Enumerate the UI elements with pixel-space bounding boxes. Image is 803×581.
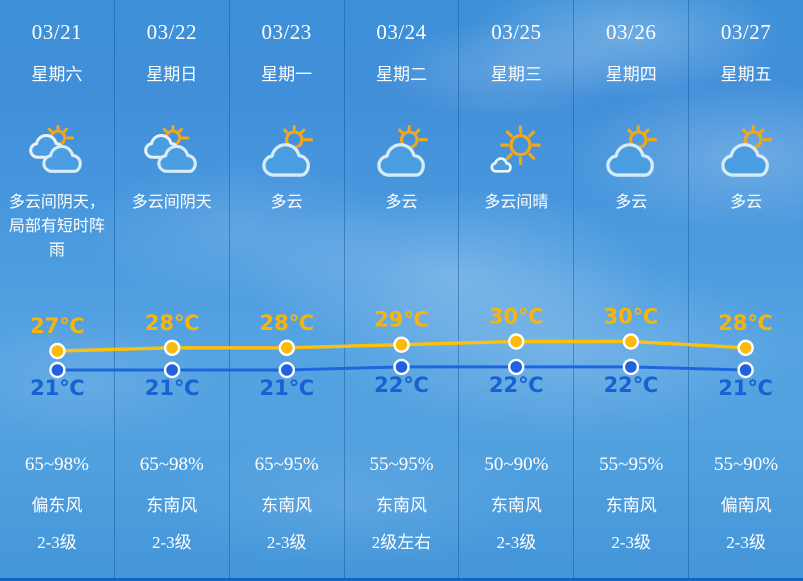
forecast-day-column-2[interactable]: 03/23 星期一 多云 65~95% 东南风 2-3级 xyxy=(230,0,345,581)
humidity-range: 65~98% xyxy=(139,454,204,475)
wind-direction: 偏东风 xyxy=(31,496,83,515)
sun-behind-cloud-icon xyxy=(345,122,459,180)
forecast-day-column-0[interactable]: 03/21 星期六 多云间阴天，局部有短时阵雨 65~98% 偏东风 2-3级 xyxy=(0,0,115,581)
sun-with-small-cloud-icon xyxy=(459,122,573,180)
wind-direction: 东南风 xyxy=(376,496,427,515)
wind-direction: 东南风 xyxy=(261,496,313,515)
date-label: 03/22 xyxy=(146,20,197,44)
wind-direction: 东南风 xyxy=(146,496,198,515)
wind-level: 2-3级 xyxy=(726,533,766,552)
wind-level: 2-3级 xyxy=(151,533,192,552)
weekday-label: 星期五 xyxy=(720,65,772,84)
wind-level: 2级左右 xyxy=(371,533,432,552)
weekday-label: 星期四 xyxy=(605,65,657,84)
humidity-range: 55~95% xyxy=(599,454,664,475)
sun-behind-cloud-icon xyxy=(574,122,688,180)
humidity-range: 55~95% xyxy=(369,454,434,475)
condition-text: 多云 xyxy=(730,194,763,211)
condition-text: 多云间晴 xyxy=(484,194,549,211)
condition-text: 多云 xyxy=(615,194,648,211)
date-label: 03/25 xyxy=(491,20,542,44)
weekday-label: 星期三 xyxy=(490,65,542,84)
date-label: 03/23 xyxy=(261,20,312,44)
forecast-day-column-5[interactable]: 03/26 星期四 多云 55~95% 东南风 2-3级 xyxy=(574,0,690,581)
sun-behind-two-clouds-icon xyxy=(0,122,114,180)
weekday-label: 星期一 xyxy=(261,65,313,84)
wind-level: 2-3级 xyxy=(611,533,652,552)
weekday-label: 星期二 xyxy=(376,65,427,84)
humidity-range: 65~98% xyxy=(24,454,89,475)
condition-text: 多云 xyxy=(385,194,418,211)
wind-direction: 东南风 xyxy=(490,496,542,515)
wind-level: 2-3级 xyxy=(496,533,537,552)
condition-text: 多云间阴天 xyxy=(131,194,212,211)
sun-behind-two-clouds-icon xyxy=(115,122,229,180)
condition-text: 多云 xyxy=(270,194,303,211)
weekday-label: 星期日 xyxy=(146,65,198,84)
wind-direction: 偏南风 xyxy=(720,496,772,515)
forecast-day-column-4[interactable]: 03/25 星期三 多云间晴 50~90% 东南风 2-3级 xyxy=(459,0,575,581)
humidity-range: 65~95% xyxy=(254,454,319,475)
bottom-accent-bar xyxy=(0,578,803,581)
date-label: 03/27 xyxy=(720,20,772,44)
humidity-range: 55~90% xyxy=(714,454,779,475)
humidity-range: 50~90% xyxy=(484,454,549,475)
condition-text: 多云间阴天，局部有短时阵雨 xyxy=(8,194,105,259)
sun-behind-cloud-icon xyxy=(230,122,344,180)
forecast-day-column-3[interactable]: 03/24 星期二 多云 55~95% 东南风 2级左右 xyxy=(345,0,460,581)
wind-level: 2-3级 xyxy=(266,533,307,552)
forecast-day-column-1[interactable]: 03/22 星期日 多云间阴天 65~98% 东南风 2-3级 xyxy=(115,0,230,581)
forecast-day-column-6[interactable]: 03/27 星期五 多云 55~90% 偏南风 2-3级 xyxy=(689,0,803,581)
date-label: 03/21 xyxy=(31,20,83,44)
date-label: 03/26 xyxy=(606,20,657,44)
wind-level: 2-3级 xyxy=(37,533,77,552)
sun-behind-cloud-icon xyxy=(689,122,803,180)
weekday-label: 星期六 xyxy=(31,65,83,84)
date-label: 03/24 xyxy=(376,20,427,44)
wind-direction: 东南风 xyxy=(605,496,657,515)
